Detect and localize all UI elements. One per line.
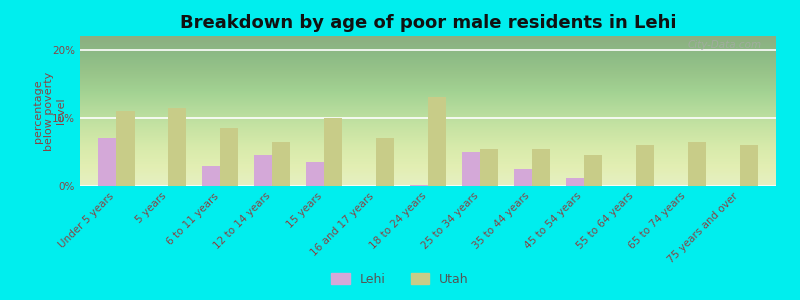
Bar [688,142,706,186]
Bar [324,118,342,186]
Title: Breakdown by age of poor male residents in Lehi: Breakdown by age of poor male residents … [180,14,676,32]
Bar [220,128,238,186]
Bar [740,145,758,186]
Bar [584,155,602,186]
Bar [202,166,220,186]
Bar [532,148,550,186]
Bar [272,142,290,186]
Bar [462,152,480,186]
Bar [306,162,324,186]
Bar [116,111,134,186]
Y-axis label: percentage
below poverty
level: percentage below poverty level [33,71,66,151]
Bar [636,145,654,186]
Text: City-Data.com: City-Data.com [688,40,762,50]
Bar [428,98,446,186]
Legend: Lehi, Utah: Lehi, Utah [326,268,474,291]
Bar [566,178,584,186]
Bar [514,169,532,186]
Bar [168,108,186,186]
Bar [410,184,428,186]
Bar [254,155,272,186]
Bar [98,138,116,186]
Bar [376,138,394,186]
Bar [480,148,498,186]
